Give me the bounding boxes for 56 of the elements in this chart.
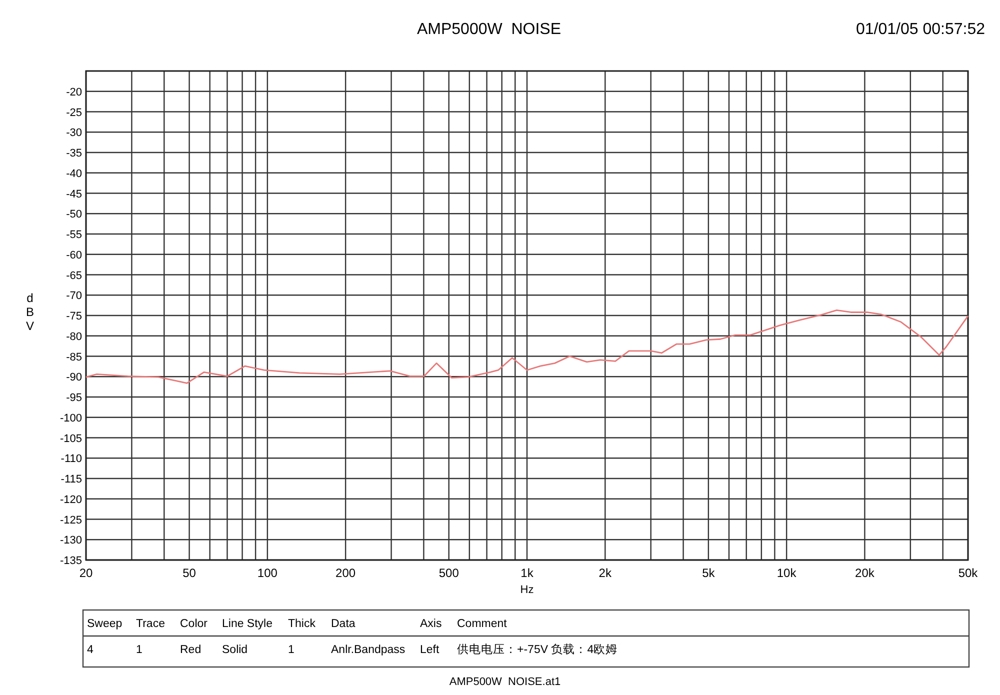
y-tick-label: -95 [66, 392, 82, 404]
text: Comment [457, 618, 508, 630]
text: 01/01/05 00:57:52 [856, 21, 986, 38]
text: Red [180, 644, 202, 656]
y-tick-label: -110 [60, 453, 82, 466]
text: 供电电压：+-75V 负载：4欧姆 [457, 643, 618, 656]
y-tick-label: -70 [66, 290, 82, 302]
text: 1 [136, 644, 142, 656]
x-tick-label: 10k [776, 566, 798, 580]
text: Solid [222, 644, 248, 656]
y-tick-label: -60 [66, 249, 82, 262]
text: Trace [136, 618, 165, 630]
y-tick-label: -80 [66, 330, 82, 343]
x-tick-label: 50 [182, 566, 196, 580]
text: Left [420, 644, 440, 656]
x-tick-label: 20k [855, 566, 876, 580]
x-tick-label: 2k [598, 566, 612, 580]
text: 1 [288, 644, 294, 656]
text: Sweep [87, 618, 122, 630]
y-tick-label: -90 [66, 372, 82, 384]
text: 4 [87, 644, 94, 656]
y-tick-label: -115 [60, 474, 82, 486]
text: Anlr.Bandpass [331, 644, 406, 656]
y-tick-label: -40 [66, 168, 82, 180]
text: Line Style [222, 618, 273, 630]
y-tick-label: -30 [66, 127, 82, 140]
y-tick-label: -135 [60, 555, 82, 567]
x-tick-label: 5k [702, 566, 716, 580]
x-tick-label: 100 [257, 566, 278, 580]
y-tick-label: -50 [66, 208, 82, 221]
text: Data [331, 618, 356, 630]
y-tick-label: -25 [66, 106, 82, 119]
y-tick-label: -105 [60, 432, 82, 445]
y-tick-label: -100 [60, 412, 82, 424]
y-tick-label: -130 [60, 534, 82, 547]
y-tick-label: -120 [60, 494, 82, 506]
y-tick-label: -35 [66, 148, 82, 160]
x-tick-label: 1k [520, 566, 534, 580]
x-tick-label: 500 [438, 566, 460, 580]
x-axis-title: Hz [520, 584, 534, 596]
y-tick-label: -125 [60, 514, 82, 526]
text: Axis [420, 618, 442, 630]
y-tick-label: -75 [66, 310, 82, 322]
text: Color [180, 618, 208, 630]
x-tick-label: 20 [79, 566, 93, 580]
y-tick-label: -45 [66, 188, 82, 200]
x-tick-label: 50k [958, 566, 979, 580]
y-tick-label: -85 [66, 351, 82, 364]
text: AMP500W NOISE.at1 [449, 676, 561, 688]
y-tick-label: -65 [66, 270, 82, 282]
text: Thick [288, 618, 316, 630]
x-tick-label: 200 [336, 566, 356, 580]
y-axis-title: dBV [26, 291, 34, 333]
chart-title: AMP5000W NOISE [416, 21, 562, 38]
y-tick-label: -20 [66, 86, 82, 98]
y-tick-label: -55 [66, 229, 82, 241]
